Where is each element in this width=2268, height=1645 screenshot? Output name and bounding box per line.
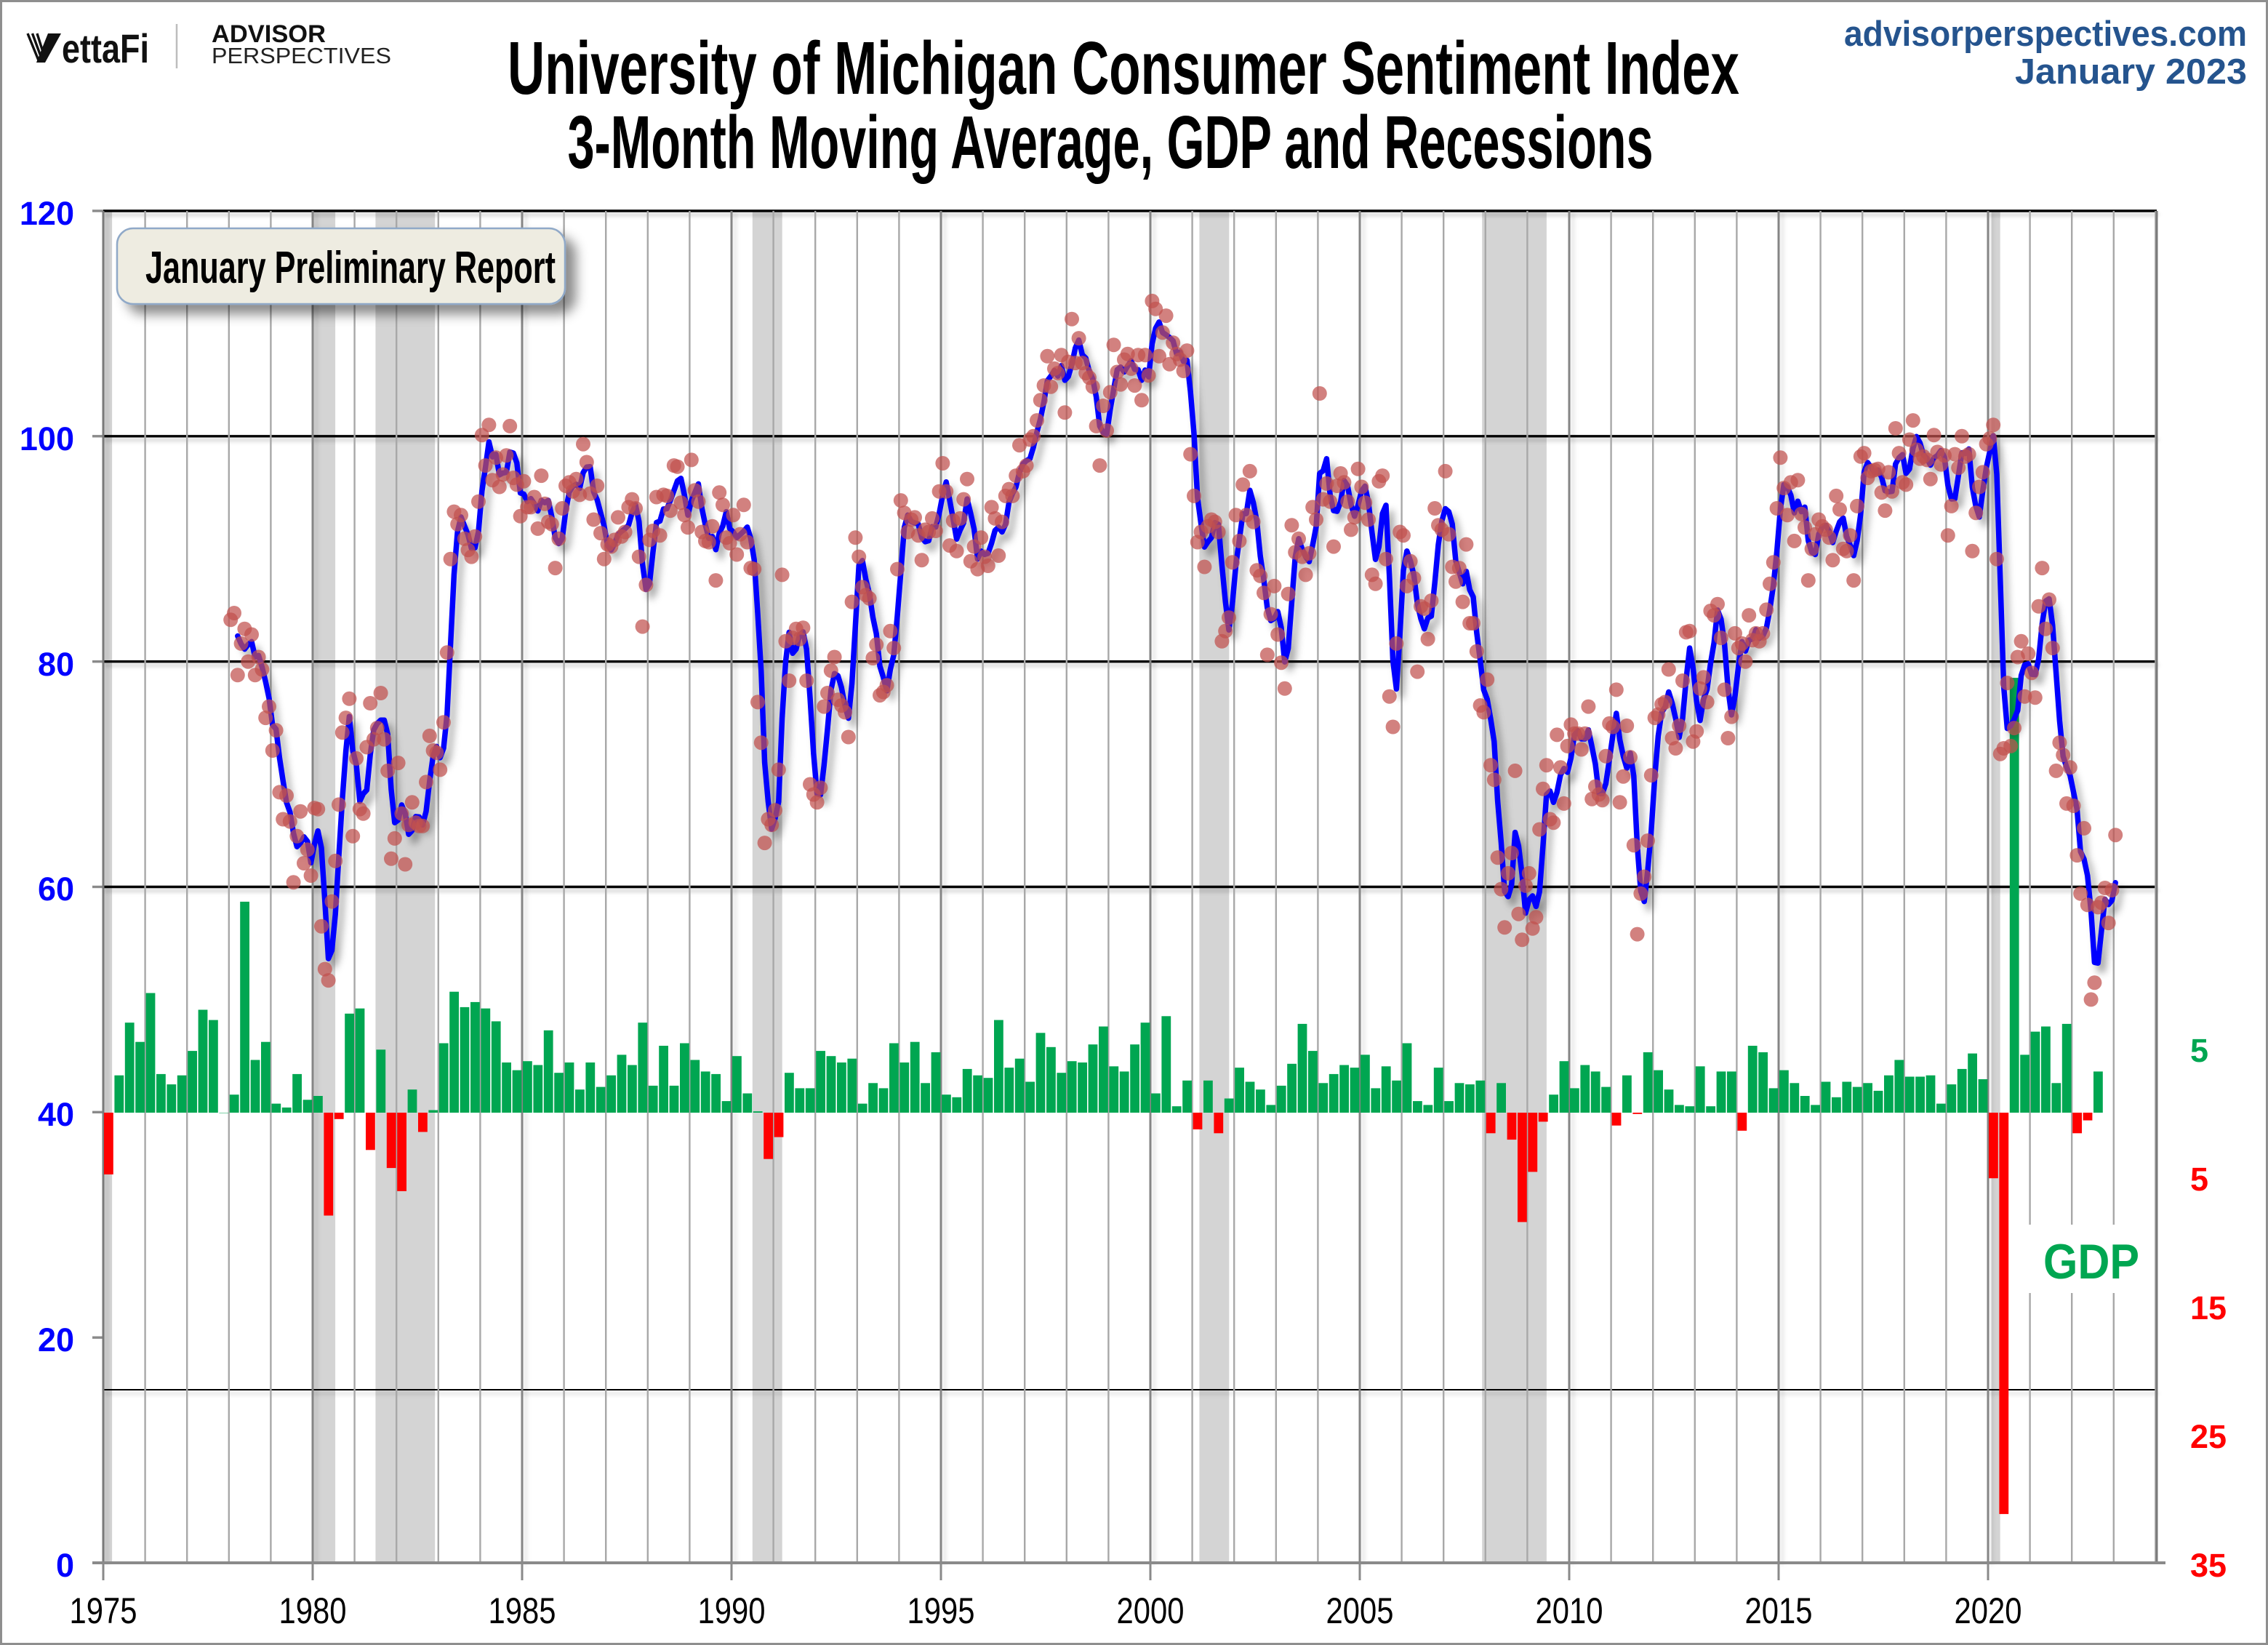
- svg-text:0: 0: [56, 1547, 74, 1584]
- svg-text:2010: 2010: [1536, 1590, 1603, 1631]
- svg-text:ADVISOR: ADVISOR: [212, 20, 326, 48]
- svg-text:PERSPECTIVES: PERSPECTIVES: [212, 43, 391, 68]
- svg-text:January 2023: January 2023: [2015, 52, 2247, 92]
- svg-text:2000: 2000: [1117, 1590, 1185, 1631]
- svg-text:5: 5: [2190, 1032, 2208, 1069]
- svg-text:80: 80: [38, 646, 74, 683]
- svg-text:1980: 1980: [279, 1590, 347, 1631]
- svg-text:January Preliminary Report: January Preliminary Report: [145, 243, 556, 293]
- svg-text:3-Month Moving Average, GDP an: 3-Month Moving Average, GDP and Recessio…: [568, 100, 1654, 184]
- svg-text:1985: 1985: [489, 1590, 556, 1631]
- svg-text:100: 100: [20, 420, 74, 457]
- svg-text:1995: 1995: [907, 1590, 975, 1631]
- svg-text:2015: 2015: [1745, 1590, 1813, 1631]
- svg-text:20: 20: [38, 1321, 74, 1358]
- svg-text:advisorperspectives.com: advisorperspectives.com: [1844, 15, 2247, 54]
- svg-text:ettaFi: ettaFi: [62, 25, 149, 71]
- svg-text:2005: 2005: [1326, 1590, 1394, 1631]
- svg-text:60: 60: [38, 870, 74, 908]
- svg-text:GDP: GDP: [2043, 1234, 2139, 1289]
- svg-text:15: 15: [2190, 1289, 2227, 1326]
- svg-text:35: 35: [2190, 1547, 2227, 1584]
- svg-text:120: 120: [20, 195, 74, 232]
- svg-text:1990: 1990: [698, 1590, 766, 1631]
- svg-text:University of Michigan Consume: University of Michigan Consumer Sentimen…: [508, 26, 1739, 110]
- svg-text:1975: 1975: [70, 1590, 137, 1631]
- svg-text:40: 40: [38, 1096, 74, 1133]
- svg-text:2020: 2020: [1955, 1590, 2022, 1631]
- svg-text:25: 25: [2190, 1418, 2227, 1455]
- svg-text:5: 5: [2190, 1161, 2208, 1198]
